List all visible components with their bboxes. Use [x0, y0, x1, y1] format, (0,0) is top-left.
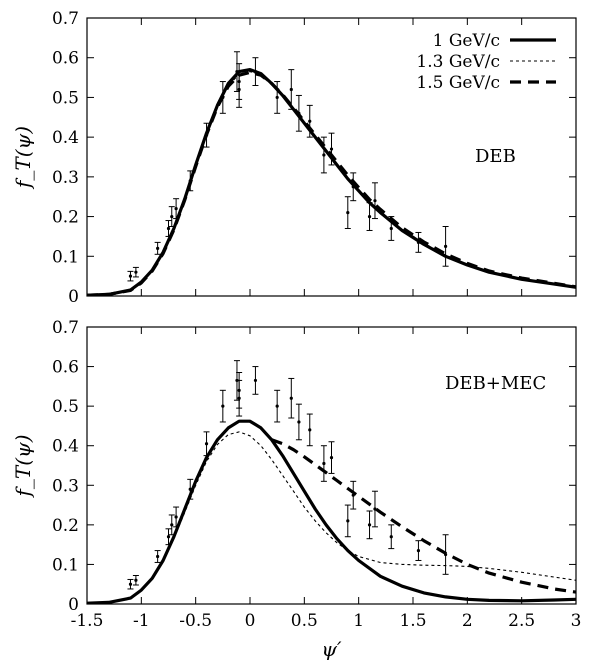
data-point [329, 455, 334, 460]
data-point [346, 211, 350, 215]
data-point [204, 133, 209, 137]
y-axis-label: f_T(ψ) [11, 434, 35, 498]
data-point [156, 554, 160, 559]
y-tick-label: 0.3 [52, 168, 79, 188]
data-point [308, 119, 312, 123]
panel-bottom: 0 0.1 0.2 0.3 0.4 0.5 0.6 0.7 -1.5 -1 -0.5 0 0.5 1 1.5… [11, 318, 581, 661]
data-point [416, 240, 421, 244]
x-tick-label: 0 [245, 611, 256, 631]
data-point [346, 519, 350, 523]
data-point [308, 428, 312, 432]
data-point [367, 523, 372, 527]
y-tick-label: 0 [68, 287, 79, 307]
y-tick-label: 0.5 [52, 397, 79, 417]
data-point [297, 420, 301, 424]
data-point [289, 396, 293, 400]
data-point [128, 582, 133, 586]
x-tick-label: 0.5 [291, 611, 318, 631]
data-point [253, 70, 258, 74]
x-tick-label: 3 [571, 611, 582, 631]
data-point [166, 226, 171, 231]
legend-label: 1.5 GeV/c [416, 73, 500, 93]
x-tick-label: 1 [353, 611, 364, 631]
x-tick-label: -1.5 [71, 611, 104, 631]
y-tick-label: 0.6 [52, 358, 79, 378]
panel-annotation: DEB [475, 146, 516, 167]
series-line-1-3-gev-c [87, 431, 576, 604]
y-tick-label: 0.2 [52, 208, 79, 228]
data-point [221, 404, 225, 408]
data-point [170, 214, 174, 219]
y-tick-label: 0.1 [52, 555, 79, 575]
data-point [237, 388, 241, 392]
y-tick-label: 0.3 [52, 476, 79, 496]
data-point [416, 548, 421, 553]
data-point [221, 95, 225, 100]
y-axis-label: f_T(ψ) [11, 126, 35, 190]
x-tick-label: 2.5 [508, 611, 535, 631]
series-line-1-3-gev-c [87, 71, 576, 296]
y-tick-label: 0.7 [52, 9, 79, 29]
data-point [329, 147, 334, 151]
data-point [322, 153, 326, 157]
x-tick-label: -0.5 [179, 611, 212, 631]
y-tick-label: 0.6 [52, 49, 79, 69]
y-tick-label: 0.7 [52, 318, 79, 338]
data-point [156, 246, 160, 250]
data-point [170, 523, 174, 527]
data-point [188, 179, 192, 183]
data-point [253, 378, 258, 383]
plot-frame [86, 17, 577, 297]
data-point [373, 507, 377, 511]
data-point [351, 185, 355, 189]
x-axis-label: ψ′ [321, 637, 342, 661]
panel-annotation: DEB+MEC [445, 373, 546, 394]
legend-label: 1 GeV/c [433, 31, 500, 51]
data-point [166, 535, 171, 539]
data-point [322, 461, 326, 466]
y-tick-label: 0.2 [52, 516, 79, 536]
data-point [275, 404, 279, 408]
data-point [188, 487, 192, 491]
data-point [351, 493, 355, 497]
y-tick-label: 0.1 [52, 247, 79, 267]
y-tick-label: 0.4 [52, 128, 79, 148]
data-point [204, 442, 209, 446]
plot-frame [86, 326, 577, 605]
legend: 1 GeV/c1.3 GeV/c1.5 GeV/c [416, 31, 556, 93]
data-point [297, 111, 301, 115]
data-point [373, 199, 377, 203]
data-point [174, 207, 178, 211]
series-line-1-5-gev-c [271, 438, 576, 594]
y-tick-label: 0.5 [52, 88, 79, 108]
y-tick-label: 0.4 [52, 437, 79, 457]
data-point [275, 95, 279, 100]
series-line-1-5-gev-c [87, 70, 576, 296]
data-point [237, 79, 241, 84]
data-point [134, 270, 138, 274]
data-point [128, 274, 133, 278]
data-point [134, 578, 138, 582]
x-tick-label: 2 [462, 611, 473, 631]
data-point [444, 552, 448, 557]
y-tick-label: 0 [68, 595, 79, 615]
data-point [389, 535, 393, 539]
data-point [367, 214, 372, 219]
data-point [444, 244, 448, 248]
x-tick-label: 1.5 [399, 611, 426, 631]
data-point [389, 226, 393, 231]
legend-label: 1.3 GeV/c [416, 52, 500, 72]
x-tick-label: -1 [133, 611, 150, 631]
data-point [289, 87, 293, 92]
series-line-1-gev-c [87, 68, 576, 296]
data-point [174, 515, 178, 519]
